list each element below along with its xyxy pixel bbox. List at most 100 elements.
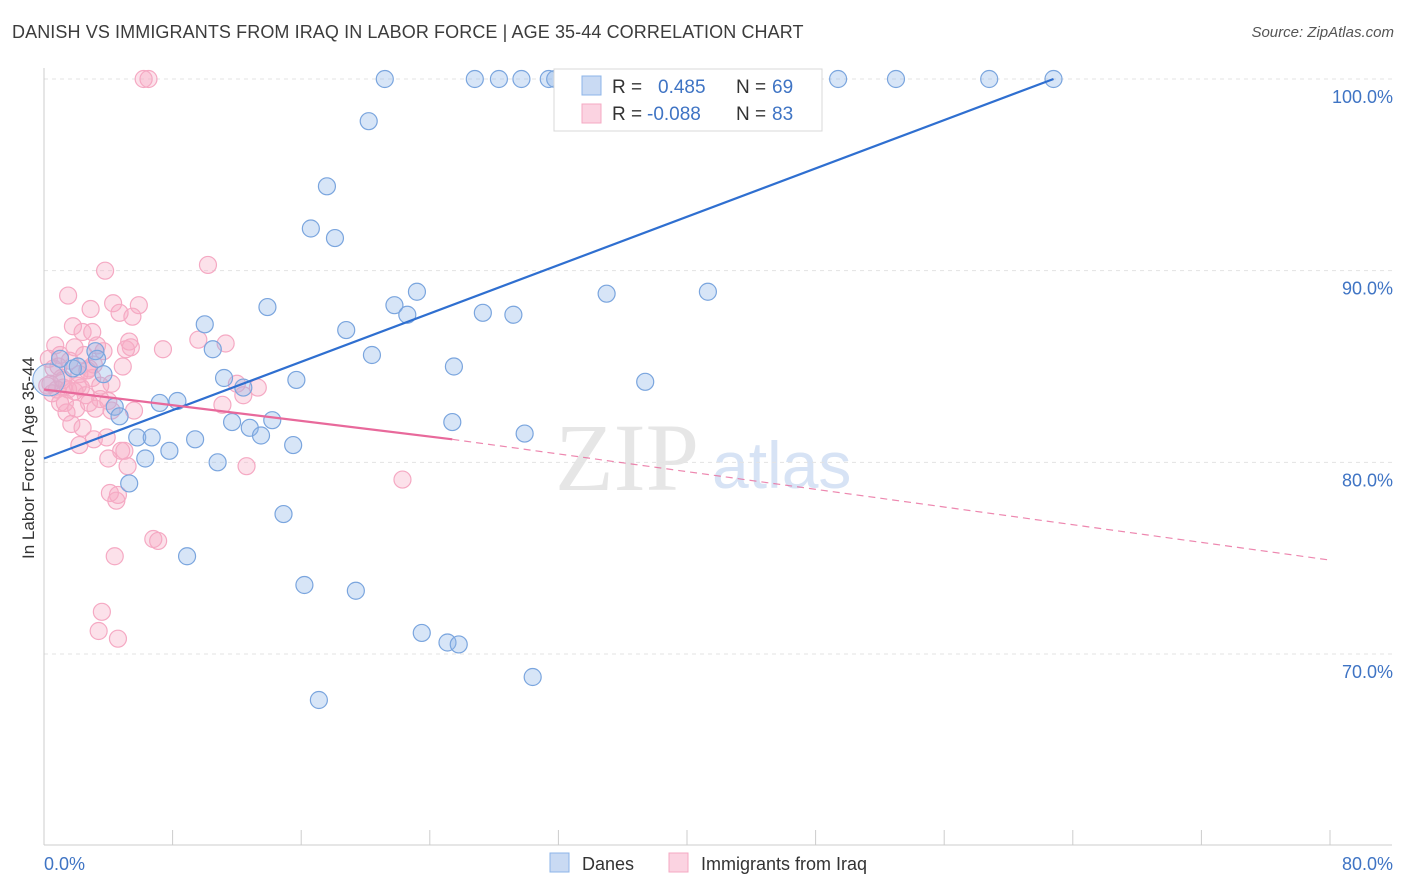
legend-n-value-iraq: 83 xyxy=(772,104,793,125)
danes-point-49 xyxy=(473,303,492,322)
danes-point-12 xyxy=(160,441,179,460)
iraq-point-54 xyxy=(134,69,153,89)
iraq-point-80 xyxy=(83,322,102,342)
y-tick-label-2: 90.0% xyxy=(1342,279,1393,299)
y-tick-label-3: 100.0% xyxy=(1332,87,1393,107)
y-tick-labels: 70.0% 80.0% 90.0% 100.0% xyxy=(1332,87,1393,682)
danes-point-27 xyxy=(274,504,293,524)
iraq-point-11 xyxy=(59,286,78,305)
danes-point-36 xyxy=(346,581,365,600)
danes-point-39 xyxy=(375,69,394,89)
iraq-point-77 xyxy=(46,336,65,355)
danes-point-51 xyxy=(504,305,523,324)
danes-point-30 xyxy=(295,575,314,595)
iraq-point-59 xyxy=(189,330,208,349)
danes-point-40 xyxy=(385,296,404,315)
danes-point-38 xyxy=(362,345,382,365)
danes-point-35 xyxy=(337,320,356,340)
iraq-point-67 xyxy=(393,470,412,489)
danes-cluster-point xyxy=(32,363,66,397)
danes-point-53 xyxy=(515,424,534,443)
danes-point-11 xyxy=(142,428,161,447)
danes-point-62 xyxy=(698,282,717,301)
danes-point-37 xyxy=(359,112,378,131)
legend-bottom-swatch-danes xyxy=(549,852,570,873)
series-danes-points xyxy=(32,69,1063,710)
iraq-point-60 xyxy=(198,255,218,275)
iraq-point-14 xyxy=(63,317,83,336)
danes-point-44 xyxy=(438,633,457,652)
iraq-point-43 xyxy=(108,629,128,648)
danes-point-24 xyxy=(251,426,271,445)
iraq-point-25 xyxy=(81,299,100,319)
danes-point-50 xyxy=(489,69,509,89)
x-tick-labels: 0.0% 80.0% xyxy=(44,854,1393,874)
danes-point-47 xyxy=(443,412,462,432)
iraq-point-46 xyxy=(113,357,132,376)
danes-point-19 xyxy=(208,453,227,472)
danes-point-58 xyxy=(597,284,616,303)
danes-point-17 xyxy=(195,315,214,334)
legend-r-value-iraq: -0.088 xyxy=(647,104,701,125)
iraq-point-6 xyxy=(50,345,70,365)
iraq-point-57 xyxy=(149,531,168,551)
iraq-trend-extension xyxy=(452,438,1331,561)
iraq-point-61 xyxy=(213,395,232,414)
danes-point-16 xyxy=(186,430,205,449)
iraq-point-31 xyxy=(89,621,108,641)
iraq-point-53 xyxy=(129,296,148,315)
danes-point-26 xyxy=(263,411,282,430)
danes-point-54 xyxy=(523,667,542,687)
iraq-point-51 xyxy=(123,307,142,326)
danes-point-34 xyxy=(325,228,345,248)
danes-point-52 xyxy=(512,69,531,89)
grid-lines xyxy=(44,78,1392,655)
legend-n-label-danes: N = xyxy=(736,77,766,98)
series-legend: Danes Immigrants from Iraq xyxy=(549,852,867,874)
legend-n-label-iraq: N = xyxy=(736,104,766,125)
x-tick-label-1: 80.0% xyxy=(1342,854,1393,874)
danes-point-18 xyxy=(203,340,222,359)
danes-point-4 xyxy=(87,349,107,368)
chart-source: Source: ZipAtlas.com xyxy=(1251,24,1394,41)
danes-point-8 xyxy=(120,474,139,493)
danes-point-42 xyxy=(407,282,427,301)
iraq-point-32 xyxy=(91,376,110,395)
legend-bottom-label-iraq: Immigrants from Iraq xyxy=(701,854,867,874)
danes-point-0 xyxy=(50,349,70,368)
danes-point-5 xyxy=(94,365,113,384)
legend-swatch-danes xyxy=(581,75,602,96)
danes-point-31 xyxy=(301,219,320,238)
danes-point-46 xyxy=(449,635,468,654)
iraq-point-69 xyxy=(73,418,92,437)
legend-n-value-danes: 69 xyxy=(772,77,793,98)
danes-point-60 xyxy=(636,372,655,391)
axes xyxy=(43,68,1392,846)
legend-r-value-danes: 0.485 xyxy=(658,77,706,98)
danes-point-48 xyxy=(465,69,484,89)
danes-point-21 xyxy=(222,412,242,432)
danes-point-20 xyxy=(214,368,234,388)
iraq-point-47 xyxy=(115,441,134,460)
danes-point-32 xyxy=(309,690,328,710)
danes-point-3 xyxy=(86,342,105,361)
iraq-point-33 xyxy=(92,602,111,621)
iraq-point-41 xyxy=(105,547,124,566)
y-tick-label-0: 70.0% xyxy=(1342,662,1393,682)
danes-point-43 xyxy=(412,623,431,643)
iraq-point-35 xyxy=(95,261,115,280)
series-iraq-points xyxy=(38,69,412,648)
danes-point-28 xyxy=(284,435,303,455)
y-axis-label: In Labor Force | Age 35-44 xyxy=(19,357,38,559)
iraq-point-75 xyxy=(121,338,140,357)
danes-point-2 xyxy=(68,357,87,376)
danes-point-45 xyxy=(444,357,464,376)
danes-point-29 xyxy=(287,370,306,390)
danes-trend-line xyxy=(43,77,1054,460)
trend-lines xyxy=(43,77,1331,561)
iraq-point-76 xyxy=(50,393,70,413)
y-tick-label-1: 80.0% xyxy=(1342,470,1393,490)
iraq-point-64 xyxy=(234,386,253,405)
legend-bottom-swatch-iraq xyxy=(668,852,689,873)
